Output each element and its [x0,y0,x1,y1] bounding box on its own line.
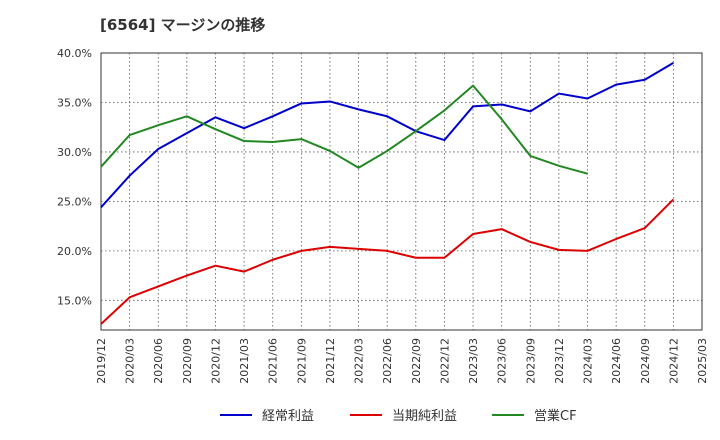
x-tick-label: 2022/09 [410,338,423,384]
y-tick-label: 30.0% [57,146,92,159]
series-line [100,198,675,325]
x-tick-label: 2024/03 [582,338,595,384]
legend-label: 営業CF [534,408,577,424]
series-lines [100,62,675,325]
legend-label: 経常利益 [262,409,314,424]
x-tick-label: 2024/12 [667,338,680,384]
y-tick-label: 25.0% [57,195,92,208]
x-tick-label: 2020/03 [124,338,137,384]
x-tick-label: 2021/09 [295,338,308,384]
x-tick-label: 2022/12 [438,338,451,384]
chart-title: [6564] マージンの推移 [100,16,266,34]
x-tick-label: 2022/03 [353,338,366,384]
x-tick-label: 2022/06 [381,338,394,384]
series-line [100,62,674,209]
x-tick-label: 2020/12 [209,338,222,384]
plot-area [100,52,703,331]
legend: 経常利益 当期純利益 営業CF [220,408,577,424]
x-tick-label: 2023/09 [524,338,537,384]
x-tick-label: 2021/12 [324,338,337,384]
y-tick-label: 20.0% [57,245,92,258]
x-tick-label: 2023/12 [553,338,566,384]
x-tick-label: 2021/03 [238,338,251,384]
x-tick-label: 2025/03 [696,338,709,384]
y-tick-label: 15.0% [57,294,92,307]
x-tick-label: 2023/06 [496,338,509,384]
y-axis-ticks: 40.0% 35.0% 30.0% 25.0% 20.0% 15.0% [57,47,92,307]
series-line [100,84,588,175]
x-tick-label: 2019/12 [95,338,108,384]
plot-frame [100,52,703,331]
x-axis-ticks: 2019/12 2020/03 2020/06 2020/09 2020/12 2021/… [95,338,709,384]
x-tick-label: 2023/03 [467,338,480,384]
x-tick-label: 2020/06 [152,338,165,384]
x-tick-label: 2024/09 [639,338,652,384]
y-tick-label: 40.0% [57,47,92,60]
x-tick-label: 2021/06 [267,338,280,384]
x-tick-label: 2024/06 [610,338,623,384]
x-tick-label: 2020/09 [181,338,194,384]
legend-label: 当期純利益 [392,409,457,424]
y-tick-label: 35.0% [57,96,92,109]
grid [101,53,702,330]
